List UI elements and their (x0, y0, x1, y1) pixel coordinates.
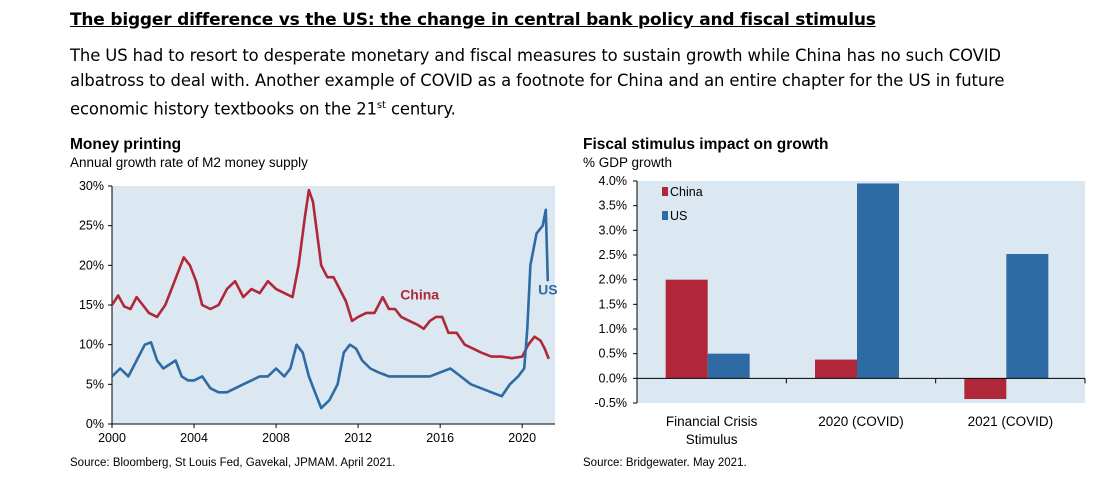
chart-source: Source: Bridgewater. May 2021. (583, 457, 747, 469)
y-tick-label: 15% (79, 298, 104, 312)
y-tick-label: 5% (86, 377, 104, 391)
bar-us (707, 353, 750, 379)
bar-us (857, 183, 899, 379)
x-tick-label: 2012 (344, 431, 372, 445)
category-label: Financial Crisis (666, 414, 758, 429)
plot-area (112, 186, 555, 424)
y-tick-label: 20% (79, 258, 104, 272)
y-tick-label: 0.0% (599, 371, 628, 385)
y-tick-label: 1.5% (599, 297, 628, 311)
y-tick-label: 1.0% (599, 322, 628, 336)
chart-title: Money printing (70, 136, 181, 153)
china-series-label: China (400, 286, 439, 302)
chart-source: Source: Bloomberg, St Louis Fed, Gavekal… (70, 457, 395, 469)
y-tick-label: 30% (79, 179, 104, 193)
intro-text-end: century. (385, 99, 456, 119)
legend-swatch-china (662, 187, 668, 196)
y-tick-label: 0% (86, 417, 104, 431)
y-tick-label: -0.5% (594, 396, 627, 410)
y-tick-label: 3.5% (599, 199, 628, 213)
us-series-label: US (538, 282, 557, 298)
bar-china (815, 359, 857, 379)
category-label: 2020 (COVID) (818, 414, 904, 429)
y-tick-label: 25% (79, 219, 104, 233)
chart-title: Fiscal stimulus impact on growth (583, 136, 828, 153)
bar-china (964, 378, 1007, 400)
legend-label-us: US (670, 209, 687, 223)
y-tick-label: 2.0% (599, 273, 628, 287)
y-tick-label: 0.5% (599, 347, 628, 361)
legend-swatch-us (662, 211, 668, 220)
x-tick-label: 2008 (262, 431, 290, 445)
series-line-us (111, 208, 550, 410)
intro-text: The US had to resort to desperate moneta… (70, 46, 1005, 119)
chart-subtitle: Annual growth rate of M2 money supply (70, 155, 308, 170)
bar-china (665, 279, 708, 379)
series-line-china (110, 188, 551, 360)
y-tick-label: 2.5% (599, 248, 628, 262)
section-heading: The bigger difference vs the US: the cha… (70, 10, 876, 30)
intro-paragraph: The US had to resort to desperate moneta… (70, 43, 1070, 121)
legend-label-china: China (670, 185, 703, 199)
x-tick-label: 2016 (426, 431, 454, 445)
ordinal-suffix: st (376, 100, 386, 111)
bar-us (1006, 254, 1049, 379)
x-tick-label: 2020 (508, 431, 536, 445)
y-tick-label: 10% (79, 338, 104, 352)
x-tick-label: 2004 (180, 431, 208, 445)
x-tick-label: 2000 (98, 431, 126, 445)
chart-subtitle: % GDP growth (583, 155, 672, 170)
y-tick-label: 3.0% (599, 223, 628, 237)
category-label: 2021 (COVID) (968, 414, 1054, 429)
y-tick-label: 4.0% (599, 174, 628, 188)
category-label: Stimulus (686, 432, 738, 447)
